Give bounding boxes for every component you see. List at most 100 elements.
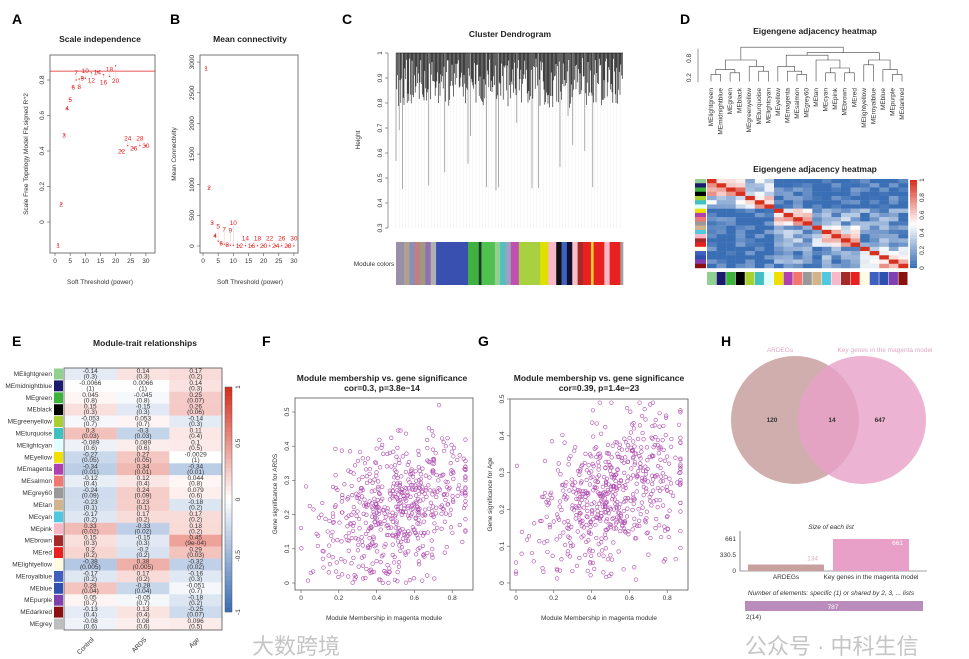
data-point <box>640 475 645 481</box>
heatmap-cell <box>774 251 784 256</box>
heatmap-cell <box>812 234 823 239</box>
data-point <box>388 525 394 530</box>
legend-gradient <box>225 513 232 518</box>
data-point-marker <box>275 245 277 247</box>
data-point <box>451 499 456 505</box>
data-point <box>433 511 438 516</box>
module-color-segment <box>572 242 578 285</box>
heatmap-cell <box>716 251 727 256</box>
data-point <box>624 440 629 445</box>
row-module-color <box>695 238 706 243</box>
data-point <box>349 561 354 566</box>
heatmap-cell <box>793 238 803 243</box>
cell-correlation: -0.38 <box>83 559 98 566</box>
data-point <box>579 479 584 484</box>
data-point <box>600 484 605 489</box>
module-color-segment <box>409 242 415 285</box>
data-point <box>359 555 365 560</box>
data-point <box>630 527 635 532</box>
data-point <box>588 573 593 578</box>
data-point <box>599 536 604 541</box>
heatmap-cell <box>888 212 899 218</box>
data-point <box>570 506 575 511</box>
data-point <box>356 542 361 547</box>
module-color-segment <box>430 242 437 285</box>
heatmap-cell <box>802 238 813 243</box>
x-tick-label: 0 <box>299 595 303 602</box>
data-point <box>439 511 444 516</box>
heatmap-cell <box>850 242 861 248</box>
data-point <box>364 566 369 572</box>
data-point <box>581 525 586 530</box>
data-point <box>414 552 419 557</box>
module-label: MEdarkred <box>899 88 906 120</box>
heatmap-cell <box>116 499 170 512</box>
data-point <box>384 523 389 528</box>
data-point <box>392 554 397 560</box>
data-point <box>548 492 553 497</box>
heatmap-cell <box>726 242 736 248</box>
data-point <box>374 501 379 507</box>
heatmap-cell <box>169 510 223 524</box>
module-color-segment <box>404 242 410 285</box>
cell-correlation: 0.14 <box>189 380 202 387</box>
data-point <box>371 534 376 539</box>
legend-gradient <box>225 445 232 451</box>
data-point <box>416 448 421 454</box>
heatmap-cell <box>841 225 851 231</box>
cell-pvalue: (1) <box>86 385 94 392</box>
legend-gradient <box>225 418 232 424</box>
data-point <box>610 494 616 499</box>
heatmap-cell <box>879 208 890 214</box>
data-point <box>630 456 636 461</box>
heatmap-cell <box>707 255 717 260</box>
data-point <box>349 535 354 541</box>
data-point <box>673 557 678 562</box>
heatmap-cell <box>898 229 909 235</box>
data-point-label: 7 <box>222 226 226 233</box>
data-point <box>355 548 361 553</box>
heatmap-cell <box>707 246 717 252</box>
heatmap-cell <box>812 263 823 269</box>
heatmap-cell <box>745 251 756 256</box>
heatmap-cell <box>716 187 727 192</box>
data-point <box>632 444 637 449</box>
data-point <box>350 528 356 534</box>
heatmap-cell <box>707 225 717 231</box>
heatmap-cell <box>898 234 909 239</box>
heatmap-cell <box>726 238 736 243</box>
heatmap-cell <box>116 510 170 524</box>
heatmap-cell <box>793 195 803 201</box>
bar-category-label: ARDEGs <box>773 574 800 581</box>
data-point <box>657 411 662 416</box>
data-point <box>423 473 428 478</box>
data-point <box>524 537 530 542</box>
module-label: MEroyalblue <box>870 88 877 125</box>
y-tick-label: 0.1 <box>284 544 291 553</box>
data-point <box>568 540 573 545</box>
module-color-segment <box>425 242 432 285</box>
heatmap-cell <box>850 221 861 226</box>
module-color-segment <box>609 242 621 285</box>
data-point <box>398 500 403 505</box>
module-label: MEmidnightblue <box>718 88 725 135</box>
heatmap-cell <box>754 217 765 222</box>
heatmap-cell <box>793 259 803 264</box>
heatmap-cell <box>841 221 851 226</box>
data-point <box>576 487 581 493</box>
data-point <box>660 438 665 443</box>
module-color-segment <box>510 242 520 285</box>
data-point <box>667 476 672 481</box>
data-point <box>397 543 402 548</box>
data-point <box>614 504 619 509</box>
data-point <box>637 523 642 528</box>
chart-title: Mean connectivity <box>213 34 287 44</box>
bar <box>748 564 824 571</box>
data-point <box>430 504 436 509</box>
data-point <box>423 486 429 491</box>
heatmap-cell <box>888 246 899 252</box>
data-point <box>603 536 608 541</box>
heatmap-cell <box>802 204 813 209</box>
venn-set-label: ARDEGs <box>767 347 794 354</box>
heatmap-cell <box>831 229 842 235</box>
